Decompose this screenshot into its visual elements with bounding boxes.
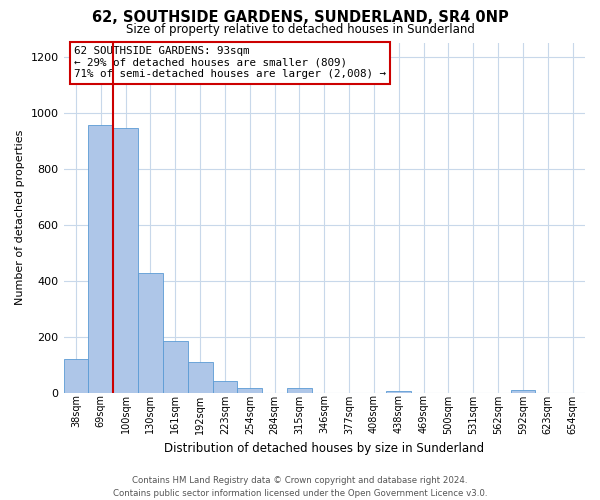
Y-axis label: Number of detached properties: Number of detached properties xyxy=(15,130,25,306)
Bar xyxy=(511,390,535,393)
Text: 62, SOUTHSIDE GARDENS, SUNDERLAND, SR4 0NP: 62, SOUTHSIDE GARDENS, SUNDERLAND, SR4 0… xyxy=(92,10,508,25)
Bar xyxy=(238,388,262,393)
Text: 62 SOUTHSIDE GARDENS: 93sqm
← 29% of detached houses are smaller (809)
71% of se: 62 SOUTHSIDE GARDENS: 93sqm ← 29% of det… xyxy=(74,46,386,79)
Bar xyxy=(113,128,138,393)
Text: Contains HM Land Registry data © Crown copyright and database right 2024.
Contai: Contains HM Land Registry data © Crown c… xyxy=(113,476,487,498)
Bar xyxy=(64,360,88,393)
Bar xyxy=(88,125,113,393)
Bar xyxy=(386,390,411,393)
Bar xyxy=(212,381,238,393)
Bar xyxy=(163,341,188,393)
Bar xyxy=(138,273,163,393)
Text: Size of property relative to detached houses in Sunderland: Size of property relative to detached ho… xyxy=(125,22,475,36)
Bar xyxy=(287,388,312,393)
Bar xyxy=(188,362,212,393)
X-axis label: Distribution of detached houses by size in Sunderland: Distribution of detached houses by size … xyxy=(164,442,484,455)
